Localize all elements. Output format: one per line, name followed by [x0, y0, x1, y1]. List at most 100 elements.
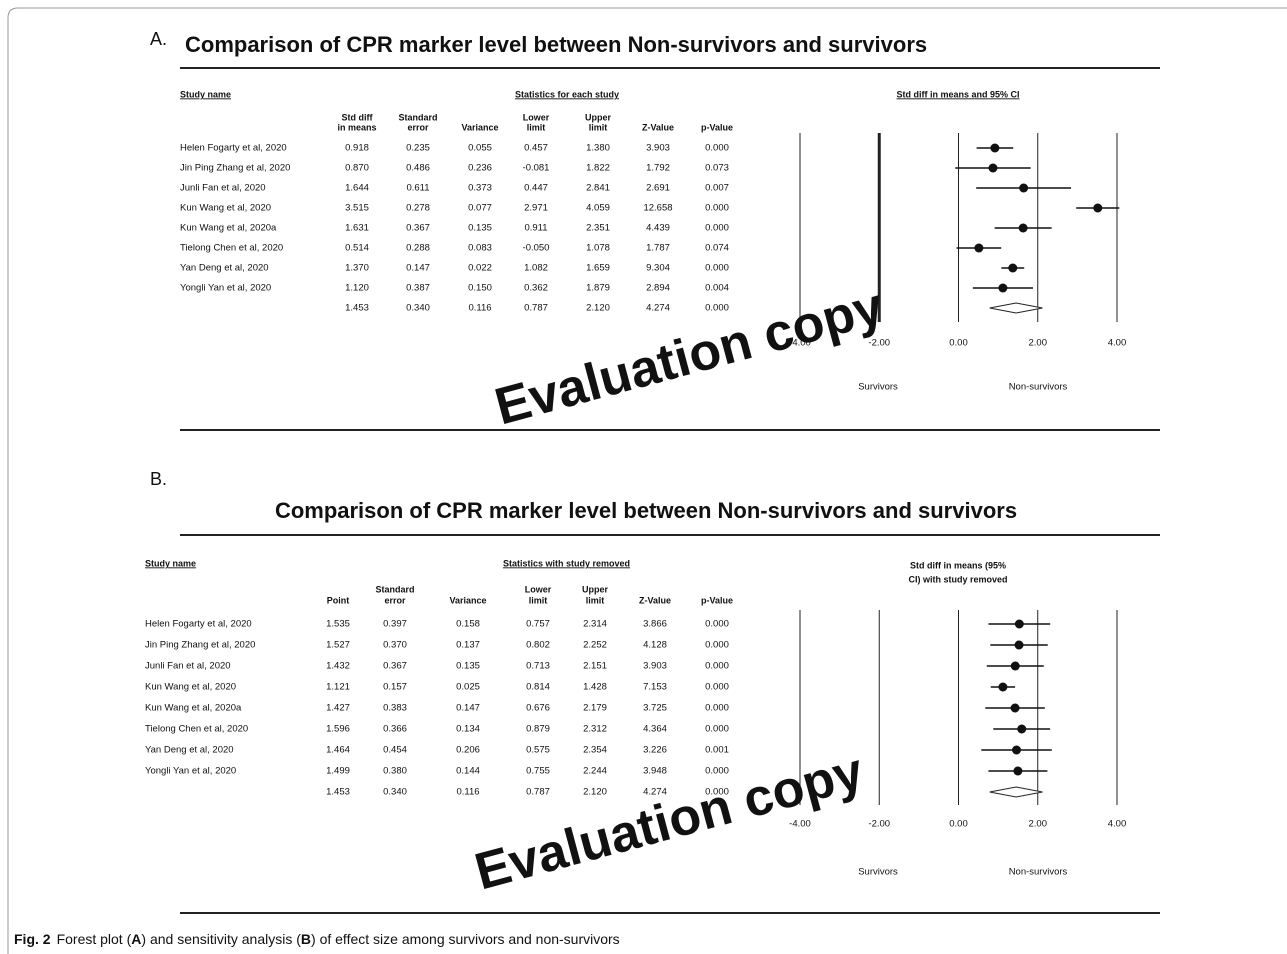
cell: 2.971	[524, 203, 548, 214]
cell: 0.025	[456, 682, 480, 693]
point-estimate	[1010, 703, 1020, 713]
cell: 0.814	[526, 682, 550, 693]
study-name: Kun Wang et al, 2020a	[145, 703, 242, 714]
cell: 0.004	[705, 283, 729, 294]
cell: 0.787	[526, 787, 550, 798]
point-estimate	[1013, 766, 1023, 776]
column-header: Std diff	[342, 112, 374, 122]
column-header: Standard	[375, 584, 414, 594]
cell: 0.077	[468, 203, 492, 214]
column-header: Point	[327, 595, 350, 605]
point-estimate	[1017, 724, 1027, 734]
cell: 1.644	[345, 183, 369, 194]
cell: 3.866	[643, 619, 667, 630]
caption-text: B	[301, 931, 311, 947]
cell: 0.000	[705, 703, 729, 714]
cell: 0.447	[524, 183, 548, 194]
panel-title: Comparison of CPR marker level between N…	[185, 32, 927, 57]
caption-label: Fig. 2	[14, 931, 51, 947]
cell: 0.083	[468, 243, 492, 254]
column-header: limit	[527, 122, 546, 132]
column-header: Variance	[449, 595, 486, 605]
cell: 0.367	[383, 661, 407, 672]
cell: 0.611	[406, 183, 429, 194]
cell: 4.128	[643, 640, 667, 651]
point-estimate	[1010, 661, 1020, 671]
cell: 0.911	[524, 223, 547, 234]
axis-label: Non-survivors	[1009, 382, 1068, 393]
summary-diamond	[989, 786, 1043, 798]
cell: 1.121	[326, 682, 350, 693]
column-header: p-Value	[701, 595, 733, 605]
cell: 0.000	[705, 203, 729, 214]
cell: 1.428	[583, 682, 607, 693]
x-tick-label: 2.00	[1029, 819, 1048, 830]
column-group-header: Statistics with study removed	[503, 558, 630, 568]
x-tick-label: -4.00	[789, 338, 811, 349]
column-header: Upper	[585, 112, 612, 122]
cell: 0.000	[705, 223, 729, 234]
frame	[7, 7, 1287, 954]
study-name: Jin Ping Zhang et al, 2020	[180, 163, 290, 174]
cell: 0.755	[526, 766, 550, 777]
study-name: Tielong Chen et al, 2020	[145, 724, 248, 735]
cell: 1.527	[326, 640, 350, 651]
study-name: Kun Wang et al, 2020	[180, 203, 271, 214]
cell: 0.366	[383, 724, 407, 735]
cell: 0.457	[524, 143, 548, 154]
cell: 0.074	[705, 243, 729, 254]
cell: 0.000	[705, 724, 729, 735]
x-tick-label: 4.00	[1108, 338, 1127, 349]
cell: 0.206	[456, 745, 480, 756]
point-estimate	[1014, 619, 1024, 629]
cell: 0.676	[526, 703, 550, 714]
cell: 1.453	[326, 787, 350, 798]
plot-header: Std diff in means (95%	[910, 560, 1006, 570]
cell: 3.903	[643, 661, 667, 672]
cell: 0.362	[524, 283, 548, 294]
cell: 0.000	[705, 787, 729, 798]
cell: 1.082	[524, 263, 548, 274]
cell: 1.370	[345, 263, 369, 274]
cell: 1.427	[326, 703, 350, 714]
cell: 0.073	[705, 163, 729, 174]
cell: 0.000	[705, 640, 729, 651]
cell: 0.001	[705, 745, 729, 756]
cell: 2.354	[583, 745, 607, 756]
cell: 0.000	[705, 143, 729, 154]
cell: 4.059	[586, 203, 610, 214]
cell: 0.288	[406, 243, 430, 254]
cell: 0.918	[345, 143, 369, 154]
cell: 0.802	[526, 640, 550, 651]
column-header: Variance	[461, 122, 498, 132]
summary-diamond	[989, 302, 1043, 314]
column-header: Study name	[145, 558, 196, 568]
cell: 1.432	[326, 661, 350, 672]
cell: 0.134	[456, 724, 480, 735]
column-header: error	[384, 595, 406, 605]
cell: 2.691	[646, 183, 670, 194]
study-name: Helen Fogarty et al, 2020	[180, 143, 287, 154]
watermark: Evaluation copy	[489, 277, 889, 436]
study-name: Helen Fogarty et al, 2020	[145, 619, 252, 630]
x-tick-label: 0.00	[949, 338, 968, 349]
point-estimate	[1018, 223, 1028, 233]
cell: 1.822	[586, 163, 610, 174]
cell: 3.226	[643, 745, 667, 756]
cell: 4.439	[646, 223, 670, 234]
cell: 0.157	[383, 682, 407, 693]
study-name: Yan Deng et al, 2020	[145, 745, 234, 756]
x-tick-label: 4.00	[1108, 819, 1127, 830]
cell: 0.340	[406, 303, 430, 314]
cell: 0.158	[456, 619, 480, 630]
column-header: error	[407, 122, 429, 132]
panel-title: Comparison of CPR marker level between N…	[275, 498, 1017, 523]
cell: 0.135	[456, 661, 480, 672]
caption-text: A	[131, 931, 141, 947]
cell: -0.050	[523, 243, 550, 254]
column-header: Standard	[398, 112, 437, 122]
column-header: Upper	[582, 584, 609, 594]
x-tick-label: -2.00	[868, 338, 890, 349]
study-name: Kun Wang et al, 2020a	[180, 223, 277, 234]
point-estimate	[1093, 203, 1103, 213]
